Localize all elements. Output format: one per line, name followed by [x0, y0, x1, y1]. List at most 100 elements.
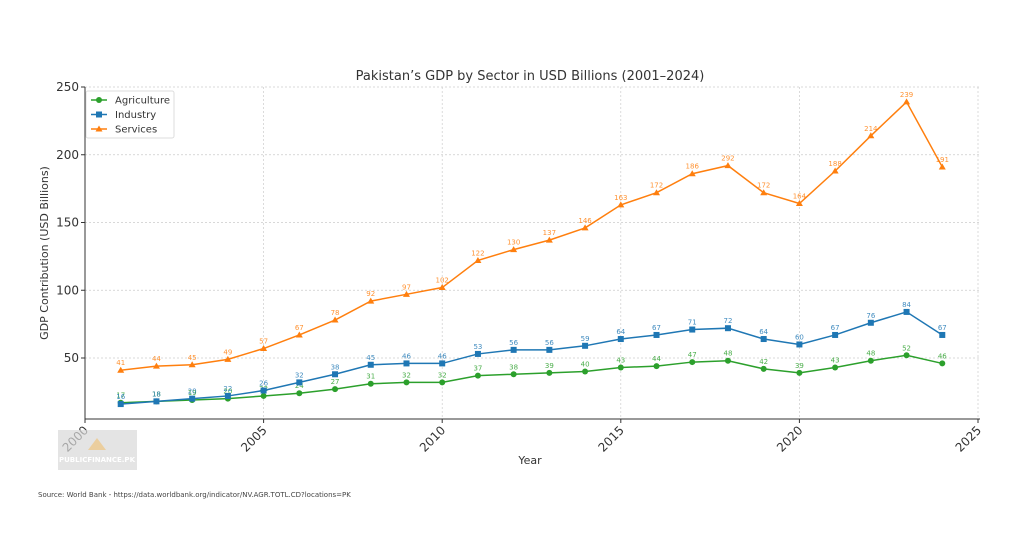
data-label: 52	[902, 344, 911, 352]
legend-item-industry: Industry	[91, 110, 156, 121]
data-point	[689, 326, 696, 333]
data-label: 39	[545, 362, 554, 370]
data-label: 32	[402, 371, 411, 379]
data-point	[796, 341, 803, 348]
data-point	[617, 336, 624, 343]
data-point	[260, 387, 267, 394]
data-point	[367, 297, 375, 304]
series-line	[120, 311, 943, 405]
data-label: 24	[295, 382, 304, 390]
data-point	[331, 316, 339, 323]
data-label: 31	[366, 373, 375, 381]
legend-marker-icon	[96, 111, 102, 118]
series-layer: 1718192022242731323237383940434447484239…	[116, 91, 949, 408]
data-point	[867, 319, 874, 326]
data-point	[867, 357, 874, 364]
data-point	[688, 170, 696, 177]
data-label: 188	[828, 160, 841, 168]
data-label: 57	[259, 338, 268, 346]
data-label: 72	[723, 317, 732, 325]
data-point	[510, 246, 518, 253]
data-point	[510, 371, 517, 378]
data-label: 46	[438, 352, 447, 360]
legend: Agriculture Industry Services	[85, 90, 175, 139]
data-label: 18	[152, 390, 161, 398]
y-ticks: 50 100 150 200 250	[56, 80, 85, 365]
y-tick-label: 200	[56, 148, 79, 162]
series-line	[120, 354, 943, 404]
data-label: 191	[936, 156, 949, 164]
y-tick-label: 100	[56, 283, 79, 297]
data-point	[296, 379, 303, 386]
data-point	[582, 368, 589, 375]
data-point	[832, 364, 839, 371]
data-point	[438, 284, 446, 291]
x-tick-label: 2010	[417, 423, 448, 454]
series-line	[120, 100, 943, 371]
data-point	[224, 355, 232, 362]
data-label: 40	[581, 361, 590, 369]
data-label: 27	[331, 378, 340, 386]
legend-label: Services	[115, 125, 157, 136]
data-point	[581, 224, 589, 231]
data-point	[796, 369, 803, 376]
data-label: 44	[152, 355, 161, 363]
data-label: 59	[581, 335, 590, 343]
data-point	[724, 162, 732, 169]
x-tick-label: 2020	[774, 423, 805, 454]
data-label: 64	[759, 328, 768, 336]
data-label: 84	[902, 301, 911, 309]
data-point	[403, 360, 410, 367]
data-point	[439, 360, 446, 367]
data-label: 46	[402, 352, 411, 360]
data-point	[510, 346, 517, 353]
data-point	[831, 167, 839, 174]
x-tick-label: 2015	[595, 423, 626, 454]
data-point	[653, 189, 661, 196]
data-label: 67	[652, 324, 661, 332]
data-label: 239	[900, 91, 913, 99]
data-label: 137	[543, 229, 556, 237]
data-point	[474, 256, 482, 263]
data-label: 26	[259, 380, 268, 388]
y-tick-label: 250	[56, 80, 79, 94]
data-label: 122	[471, 249, 484, 257]
data-point	[296, 390, 303, 397]
data-label: 20	[223, 388, 232, 396]
data-label: 18	[152, 390, 161, 398]
chart-title: Pakistan’s GDP by Sector in USD Billions…	[356, 69, 705, 84]
data-point	[260, 392, 267, 399]
data-label: 67	[831, 324, 840, 332]
data-point	[439, 379, 446, 386]
data-point	[295, 331, 303, 338]
data-point	[653, 363, 660, 370]
series-agriculture: 1718192022242731323237383940434447484239…	[116, 344, 947, 406]
data-label: 19	[188, 389, 197, 397]
data-point	[402, 290, 410, 297]
data-point	[653, 331, 660, 338]
data-label: 37	[473, 365, 482, 373]
data-point	[724, 357, 731, 364]
data-label: 71	[688, 319, 697, 327]
data-label: 42	[759, 358, 768, 366]
data-label: 38	[331, 363, 340, 371]
data-point	[367, 380, 374, 387]
data-label: 130	[507, 239, 520, 247]
data-label: 76	[866, 312, 875, 320]
data-point	[474, 350, 481, 357]
data-label: 44	[652, 355, 661, 363]
data-point	[903, 352, 910, 359]
data-point	[617, 364, 624, 371]
data-point	[938, 163, 946, 170]
watermark-emblem-icon	[88, 438, 106, 450]
data-point	[939, 360, 946, 367]
data-point	[545, 236, 553, 243]
data-label: 214	[864, 125, 878, 133]
series-services: 41 44 45 49 57 67 78 92 97 102 122 130 137 146 163 172 1…	[116, 91, 949, 373]
y-axis-label: GDP Contribution (USD Billions)	[38, 166, 51, 340]
data-point	[117, 401, 124, 408]
y-tick-label: 50	[64, 351, 79, 365]
data-label: 53	[473, 343, 482, 351]
legend-marker-icon	[95, 125, 103, 132]
